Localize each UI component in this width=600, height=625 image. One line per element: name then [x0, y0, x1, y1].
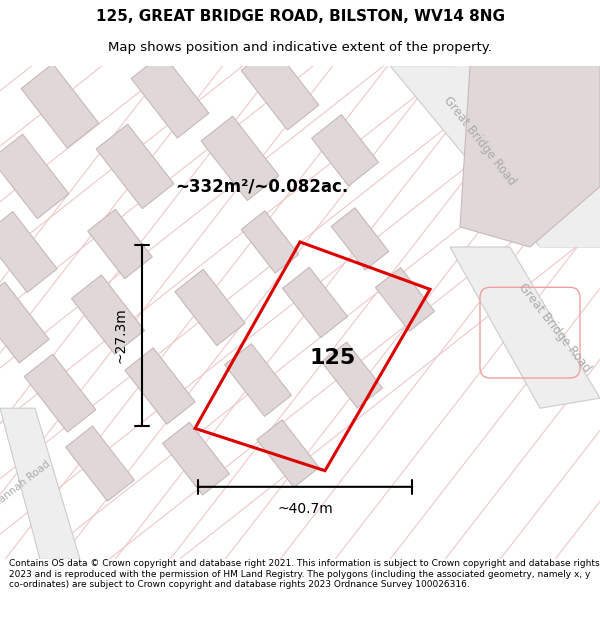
Text: Great Bridge Road: Great Bridge Road	[442, 94, 518, 188]
Polygon shape	[460, 66, 600, 247]
Text: 125: 125	[310, 348, 356, 368]
Polygon shape	[241, 46, 319, 130]
Polygon shape	[125, 348, 195, 424]
Polygon shape	[390, 66, 600, 247]
Polygon shape	[201, 116, 279, 201]
Text: 125, GREAT BRIDGE ROAD, BILSTON, WV14 8NG: 125, GREAT BRIDGE ROAD, BILSTON, WV14 8N…	[95, 9, 505, 24]
Text: Hannah Road: Hannah Road	[0, 458, 53, 509]
Polygon shape	[175, 269, 245, 346]
Polygon shape	[96, 124, 174, 209]
Text: ~27.3m: ~27.3m	[113, 308, 127, 363]
Polygon shape	[0, 408, 80, 559]
Polygon shape	[65, 426, 134, 501]
Text: Great Bridge Road: Great Bridge Road	[517, 281, 593, 374]
Polygon shape	[322, 342, 382, 408]
Text: Contains OS data © Crown copyright and database right 2021. This information is : Contains OS data © Crown copyright and d…	[9, 559, 599, 589]
Polygon shape	[163, 422, 229, 495]
Polygon shape	[131, 54, 209, 138]
Polygon shape	[21, 64, 99, 148]
Text: Map shows position and indicative extent of the property.: Map shows position and indicative extent…	[108, 41, 492, 54]
Polygon shape	[0, 282, 49, 363]
Text: ~40.7m: ~40.7m	[277, 502, 333, 516]
Polygon shape	[450, 247, 600, 408]
Polygon shape	[88, 209, 152, 279]
Polygon shape	[376, 268, 434, 331]
Polygon shape	[224, 344, 292, 416]
Polygon shape	[71, 275, 145, 354]
Polygon shape	[283, 268, 347, 338]
Polygon shape	[24, 354, 96, 432]
Polygon shape	[0, 134, 69, 219]
Text: ~332m²/~0.082ac.: ~332m²/~0.082ac.	[175, 177, 348, 196]
Polygon shape	[331, 208, 389, 270]
Polygon shape	[257, 420, 319, 488]
Polygon shape	[241, 211, 299, 273]
Polygon shape	[455, 66, 600, 247]
Polygon shape	[311, 114, 379, 186]
Polygon shape	[0, 212, 57, 292]
